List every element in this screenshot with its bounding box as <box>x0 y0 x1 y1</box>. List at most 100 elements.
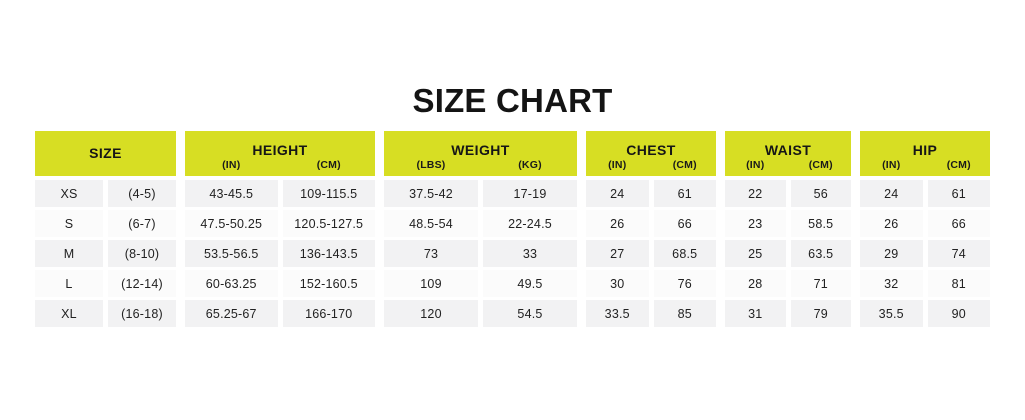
table-row: 30 76 <box>586 270 716 297</box>
table-row: 43-45.5 109-115.5 <box>185 180 375 207</box>
table-cell: XL <box>35 300 103 327</box>
table-row: 65.25-67 166-170 <box>185 300 375 327</box>
table-cell: (12-14) <box>108 270 176 297</box>
column-group-header-size: SIZE <box>35 131 176 176</box>
column-group-header-hip: HIP (IN) (CM) <box>860 131 990 176</box>
unit-label: (IN) <box>608 159 627 171</box>
table-cell: 68.5 <box>653 240 716 267</box>
column-group-label: CHEST <box>626 142 676 158</box>
table-cell: (16-18) <box>108 300 176 327</box>
column-group-waist: WAIST (IN) (CM) 22 56 23 58.5 25 63.5 28 71 31 79 <box>725 131 851 330</box>
table-row: S (6-7) <box>35 210 176 237</box>
table-cell: 74 <box>927 240 990 267</box>
table-cell: 56 <box>790 180 851 207</box>
table-row: M (8-10) <box>35 240 176 267</box>
table-row: 60-63.25 152-160.5 <box>185 270 375 297</box>
table-cell: 60-63.25 <box>185 270 278 297</box>
column-group-header-waist: WAIST (IN) (CM) <box>725 131 851 176</box>
table-cell: XS <box>35 180 103 207</box>
unit-label: (IN) <box>746 159 765 171</box>
table-cell: 32 <box>860 270 923 297</box>
table-cell: L <box>35 270 103 297</box>
table-cell: 61 <box>653 180 716 207</box>
table-cell: 109 <box>384 270 478 297</box>
unit-label: (CM) <box>946 159 971 171</box>
table-cell: 28 <box>725 270 786 297</box>
table-row: 109 49.5 <box>384 270 577 297</box>
table-row: 26 66 <box>586 210 716 237</box>
table-cell: 166-170 <box>282 300 375 327</box>
table-cell: 120 <box>384 300 478 327</box>
table-cell: (4-5) <box>108 180 176 207</box>
table-cell: 22 <box>725 180 786 207</box>
unit-label: (KG) <box>518 159 542 171</box>
unit-labels: (IN) (CM) <box>725 159 851 172</box>
table-row: 24 61 <box>586 180 716 207</box>
column-group-chest: CHEST (IN) (CM) 24 61 26 66 27 68.5 30 76 33.5 85 <box>586 131 716 330</box>
table-cell: 25 <box>725 240 786 267</box>
unit-labels: (LBS) (KG) <box>384 159 577 172</box>
table-cell: 35.5 <box>860 300 923 327</box>
table-cell: (6-7) <box>108 210 176 237</box>
table-row: XL (16-18) <box>35 300 176 327</box>
column-group-label: WEIGHT <box>451 142 510 158</box>
table-cell: M <box>35 240 103 267</box>
column-group-weight: WEIGHT (LBS) (KG) 37.5-42 17-19 48.5-54 22-24.… <box>384 131 577 330</box>
unit-label: (CM) <box>316 159 341 171</box>
column-group-header-height: HEIGHT (IN) (CM) <box>185 131 375 176</box>
table-row: 22 56 <box>725 180 851 207</box>
column-group-label: SIZE <box>89 145 122 161</box>
table-cell: 22-24.5 <box>483 210 577 237</box>
unit-label: (CM) <box>672 159 697 171</box>
table-cell: 33.5 <box>586 300 649 327</box>
table-cell: 23 <box>725 210 786 237</box>
table-row: 25 63.5 <box>725 240 851 267</box>
table-cell: 152-160.5 <box>282 270 375 297</box>
table-cell: 26 <box>586 210 649 237</box>
table-cell: 58.5 <box>790 210 851 237</box>
unit-label: (LBS) <box>416 159 446 171</box>
column-group-header-chest: CHEST (IN) (CM) <box>586 131 716 176</box>
table-cell: 33 <box>483 240 577 267</box>
table-row: 73 33 <box>384 240 577 267</box>
table-row: 33.5 85 <box>586 300 716 327</box>
unit-label: (IN) <box>222 159 241 171</box>
table-cell: S <box>35 210 103 237</box>
table-cell: 65.25-67 <box>185 300 278 327</box>
unit-labels: (IN) (CM) <box>860 159 990 172</box>
table-row: L (12-14) <box>35 270 176 297</box>
table-row: 47.5-50.25 120.5-127.5 <box>185 210 375 237</box>
unit-labels: (IN) (CM) <box>586 159 716 172</box>
table-cell: 26 <box>860 210 923 237</box>
table-row: 120 54.5 <box>384 300 577 327</box>
table-cell: 37.5-42 <box>384 180 478 207</box>
table-cell: 27 <box>586 240 649 267</box>
size-chart-table: SIZE XS (4-5) S (6-7) M (8-10) L (12-14) XL (16-18… <box>35 131 990 330</box>
table-cell: 43-45.5 <box>185 180 278 207</box>
table-row: 29 74 <box>860 240 990 267</box>
page-title: SIZE CHART <box>412 82 613 119</box>
table-row: XS (4-5) <box>35 180 176 207</box>
unit-label: (IN) <box>882 159 901 171</box>
table-cell: 66 <box>927 210 990 237</box>
column-group-hip: HIP (IN) (CM) 24 61 26 66 29 74 32 81 35.5 90 <box>860 131 990 330</box>
table-cell: 76 <box>653 270 716 297</box>
table-cell: (8-10) <box>108 240 176 267</box>
column-group-height: HEIGHT (IN) (CM) 43-45.5 109-115.5 47.5-50.25… <box>185 131 375 330</box>
table-row: 26 66 <box>860 210 990 237</box>
table-cell: 17-19 <box>483 180 577 207</box>
unit-label: (CM) <box>808 159 833 171</box>
table-cell: 71 <box>790 270 851 297</box>
table-row: 31 79 <box>725 300 851 327</box>
table-row: 23 58.5 <box>725 210 851 237</box>
column-group-size: SIZE XS (4-5) S (6-7) M (8-10) L (12-14) XL (16-18… <box>35 131 176 330</box>
unit-labels: (IN) (CM) <box>185 159 375 172</box>
table-cell: 63.5 <box>790 240 851 267</box>
table-cell: 54.5 <box>483 300 577 327</box>
table-row: 48.5-54 22-24.5 <box>384 210 577 237</box>
table-cell: 85 <box>653 300 716 327</box>
table-cell: 47.5-50.25 <box>185 210 278 237</box>
table-cell: 109-115.5 <box>282 180 375 207</box>
table-cell: 24 <box>586 180 649 207</box>
